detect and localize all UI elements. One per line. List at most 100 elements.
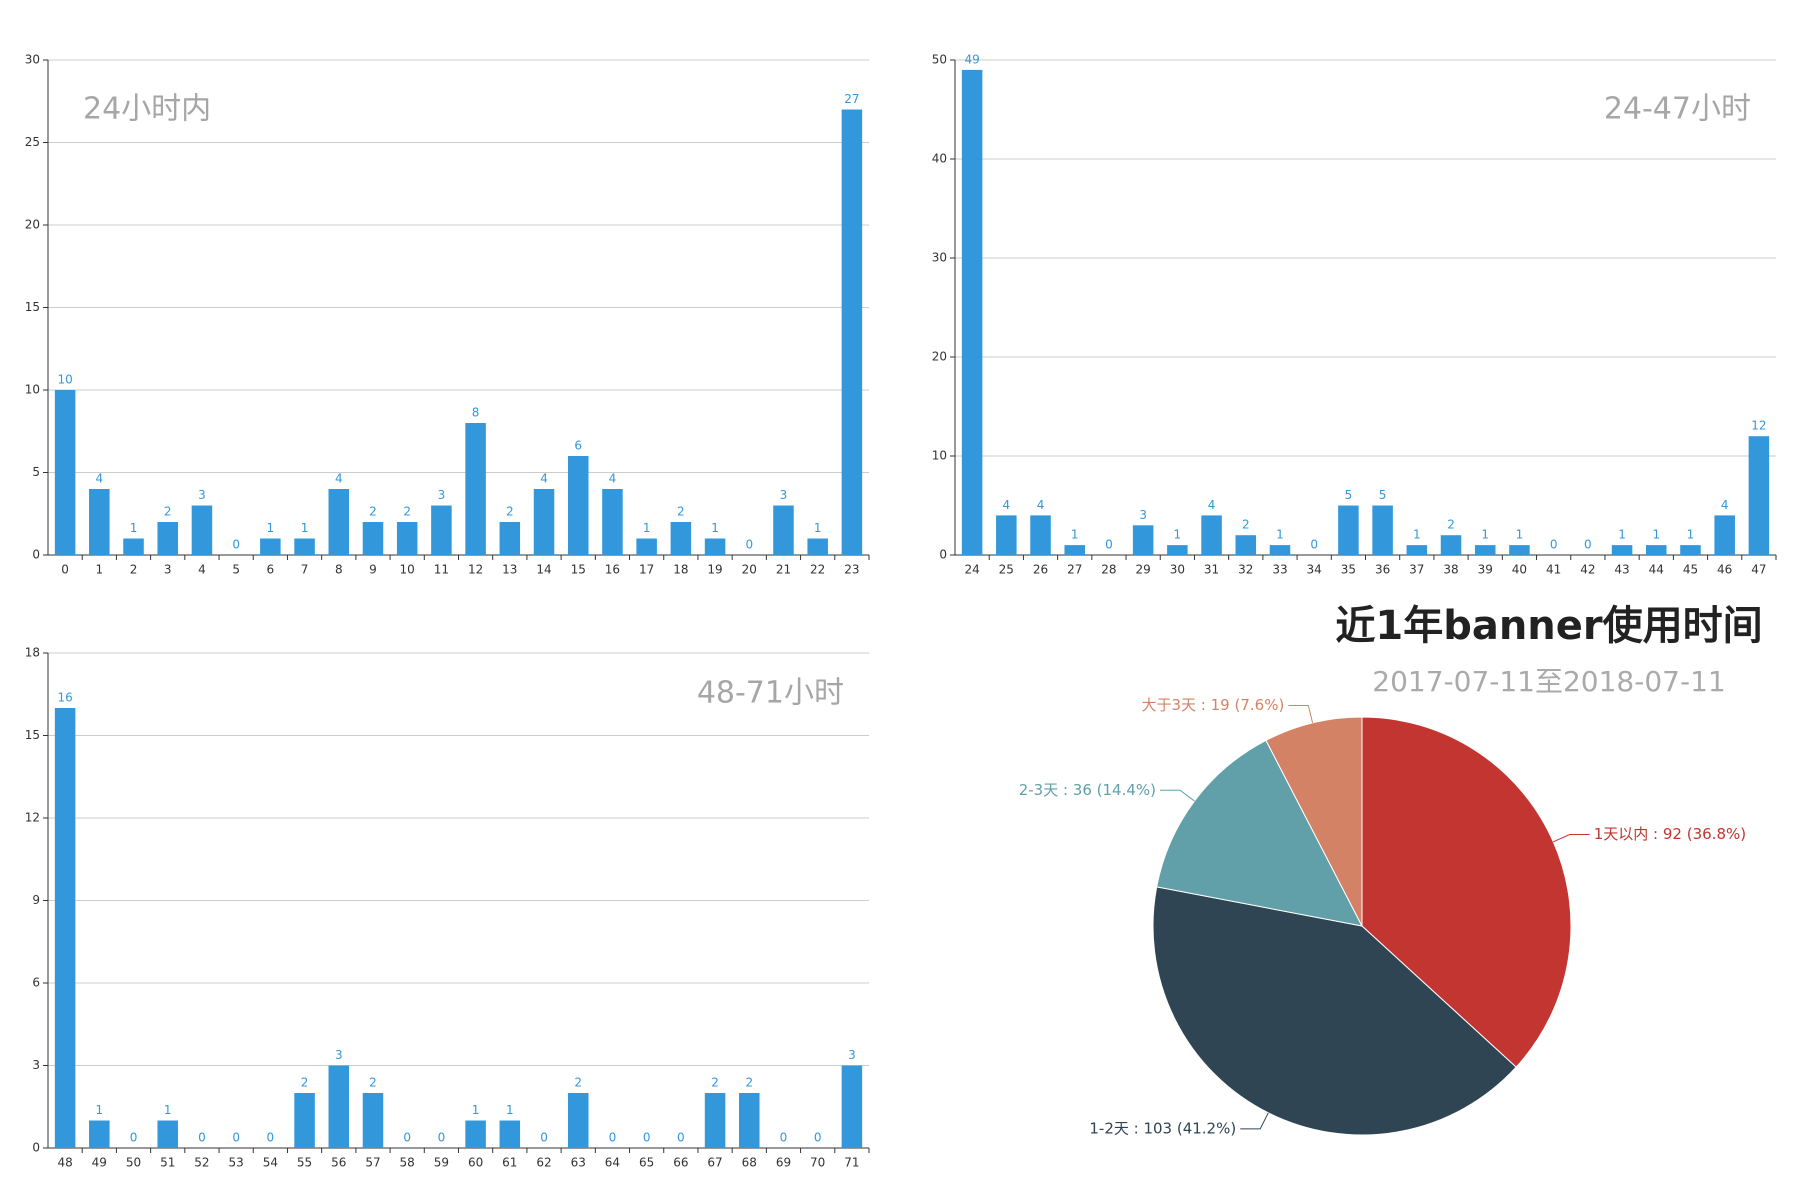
bar	[636, 538, 657, 555]
slice-label: 大于3天 : 19 (7.6%)	[1142, 696, 1285, 714]
value-label: 0	[814, 1131, 822, 1145]
x-tick-label: 28	[1101, 563, 1116, 577]
bar	[1269, 545, 1291, 555]
value-label: 0	[1550, 538, 1558, 552]
value-label: 12	[1751, 419, 1766, 433]
bar	[362, 522, 384, 555]
x-tick-label: 31	[1204, 563, 1219, 577]
y-tick-label: 25	[25, 135, 40, 149]
value-label: 0	[403, 1131, 411, 1145]
x-tick-label: 18	[673, 563, 688, 577]
value-label: 1	[711, 521, 719, 535]
x-tick-label: 51	[160, 1156, 175, 1170]
value-label: 0	[780, 1131, 788, 1145]
x-tick-label: 38	[1443, 563, 1458, 577]
value-label: 1	[814, 521, 822, 535]
value-label: 8	[472, 406, 480, 420]
chart-title: 24小时内	[83, 92, 211, 127]
bar	[807, 538, 828, 555]
value-label: 49	[964, 52, 979, 66]
x-tick-label: 15	[571, 563, 586, 577]
x-tick-label: 29	[1136, 563, 1151, 577]
value-label: 3	[438, 488, 446, 502]
x-tick-label: 22	[810, 563, 825, 577]
value-label: 0	[609, 1131, 617, 1145]
bar	[1372, 505, 1393, 555]
bar	[1474, 545, 1496, 555]
y-tick-label: 30	[25, 53, 40, 67]
bar	[328, 489, 350, 555]
x-tick-label: 37	[1409, 563, 1424, 577]
x-tick-label: 63	[571, 1156, 586, 1170]
x-tick-label: 55	[297, 1156, 312, 1170]
bar	[294, 1093, 315, 1148]
value-label: 2	[1242, 518, 1250, 532]
x-tick-label: 19	[707, 563, 722, 577]
x-tick-label: 16	[605, 563, 620, 577]
x-tick-label: 57	[365, 1156, 380, 1170]
x-tick-label: 39	[1478, 563, 1493, 577]
value-label: 3	[848, 1048, 856, 1062]
x-tick-label: 4	[198, 563, 206, 577]
value-label: 5	[1379, 488, 1387, 502]
x-tick-label: 49	[92, 1156, 107, 1170]
y-tick-label: 15	[25, 300, 40, 314]
x-tick-label: 32	[1238, 563, 1253, 577]
value-label: 2	[711, 1076, 719, 1090]
bar	[739, 1093, 760, 1148]
value-label: 1	[472, 1103, 480, 1117]
value-label: 2	[164, 505, 172, 519]
bar	[294, 538, 315, 555]
value-label: 2	[506, 505, 514, 519]
value-label: 0	[267, 1131, 275, 1145]
x-tick-label: 54	[263, 1156, 278, 1170]
value-label: 2	[403, 505, 411, 519]
bar	[431, 505, 452, 555]
x-tick-label: 41	[1546, 563, 1561, 577]
bar	[841, 1065, 863, 1148]
value-label: 27	[844, 92, 859, 106]
pie-slice	[1361, 716, 1572, 1068]
value-label: 0	[745, 538, 753, 552]
value-label: 1	[95, 1103, 103, 1117]
y-tick-label: 6	[32, 976, 40, 990]
bar	[602, 489, 623, 555]
y-tick-label: 15	[25, 728, 40, 742]
value-label: 0	[643, 1131, 651, 1145]
x-tick-label: 64	[605, 1156, 620, 1170]
bar	[1235, 535, 1257, 555]
bar	[567, 456, 589, 555]
value-label: 1	[1276, 528, 1284, 542]
bar	[1509, 545, 1530, 555]
value-label: 0	[1105, 538, 1113, 552]
slice-label: 2-3天 : 36 (14.4%)	[1019, 781, 1156, 799]
value-label: 2	[369, 505, 377, 519]
y-tick-label: 12	[25, 811, 40, 825]
value-label: 1	[643, 521, 651, 535]
x-tick-label: 1	[95, 563, 103, 577]
bar	[157, 1120, 178, 1148]
value-label: 3	[780, 488, 788, 502]
bar	[1201, 515, 1222, 555]
y-tick-label: 10	[25, 383, 40, 397]
x-tick-label: 70	[810, 1156, 825, 1170]
value-label: 1	[164, 1103, 172, 1117]
bar	[996, 515, 1017, 555]
x-tick-label: 43	[1614, 563, 1629, 577]
bar	[704, 538, 726, 555]
x-tick-label: 53	[229, 1156, 244, 1170]
bar	[704, 1093, 726, 1148]
value-label: 4	[540, 472, 548, 486]
bar	[567, 1093, 589, 1148]
bar	[841, 109, 863, 555]
y-tick-label: 9	[32, 893, 40, 907]
bar	[123, 538, 144, 555]
x-tick-label: 69	[776, 1156, 791, 1170]
value-label: 1	[301, 521, 309, 535]
value-label: 0	[232, 1131, 240, 1145]
x-tick-label: 46	[1717, 563, 1732, 577]
bar	[1748, 436, 1770, 555]
x-tick-label: 25	[999, 563, 1014, 577]
label-line	[1240, 1112, 1269, 1130]
bar	[1338, 505, 1359, 555]
